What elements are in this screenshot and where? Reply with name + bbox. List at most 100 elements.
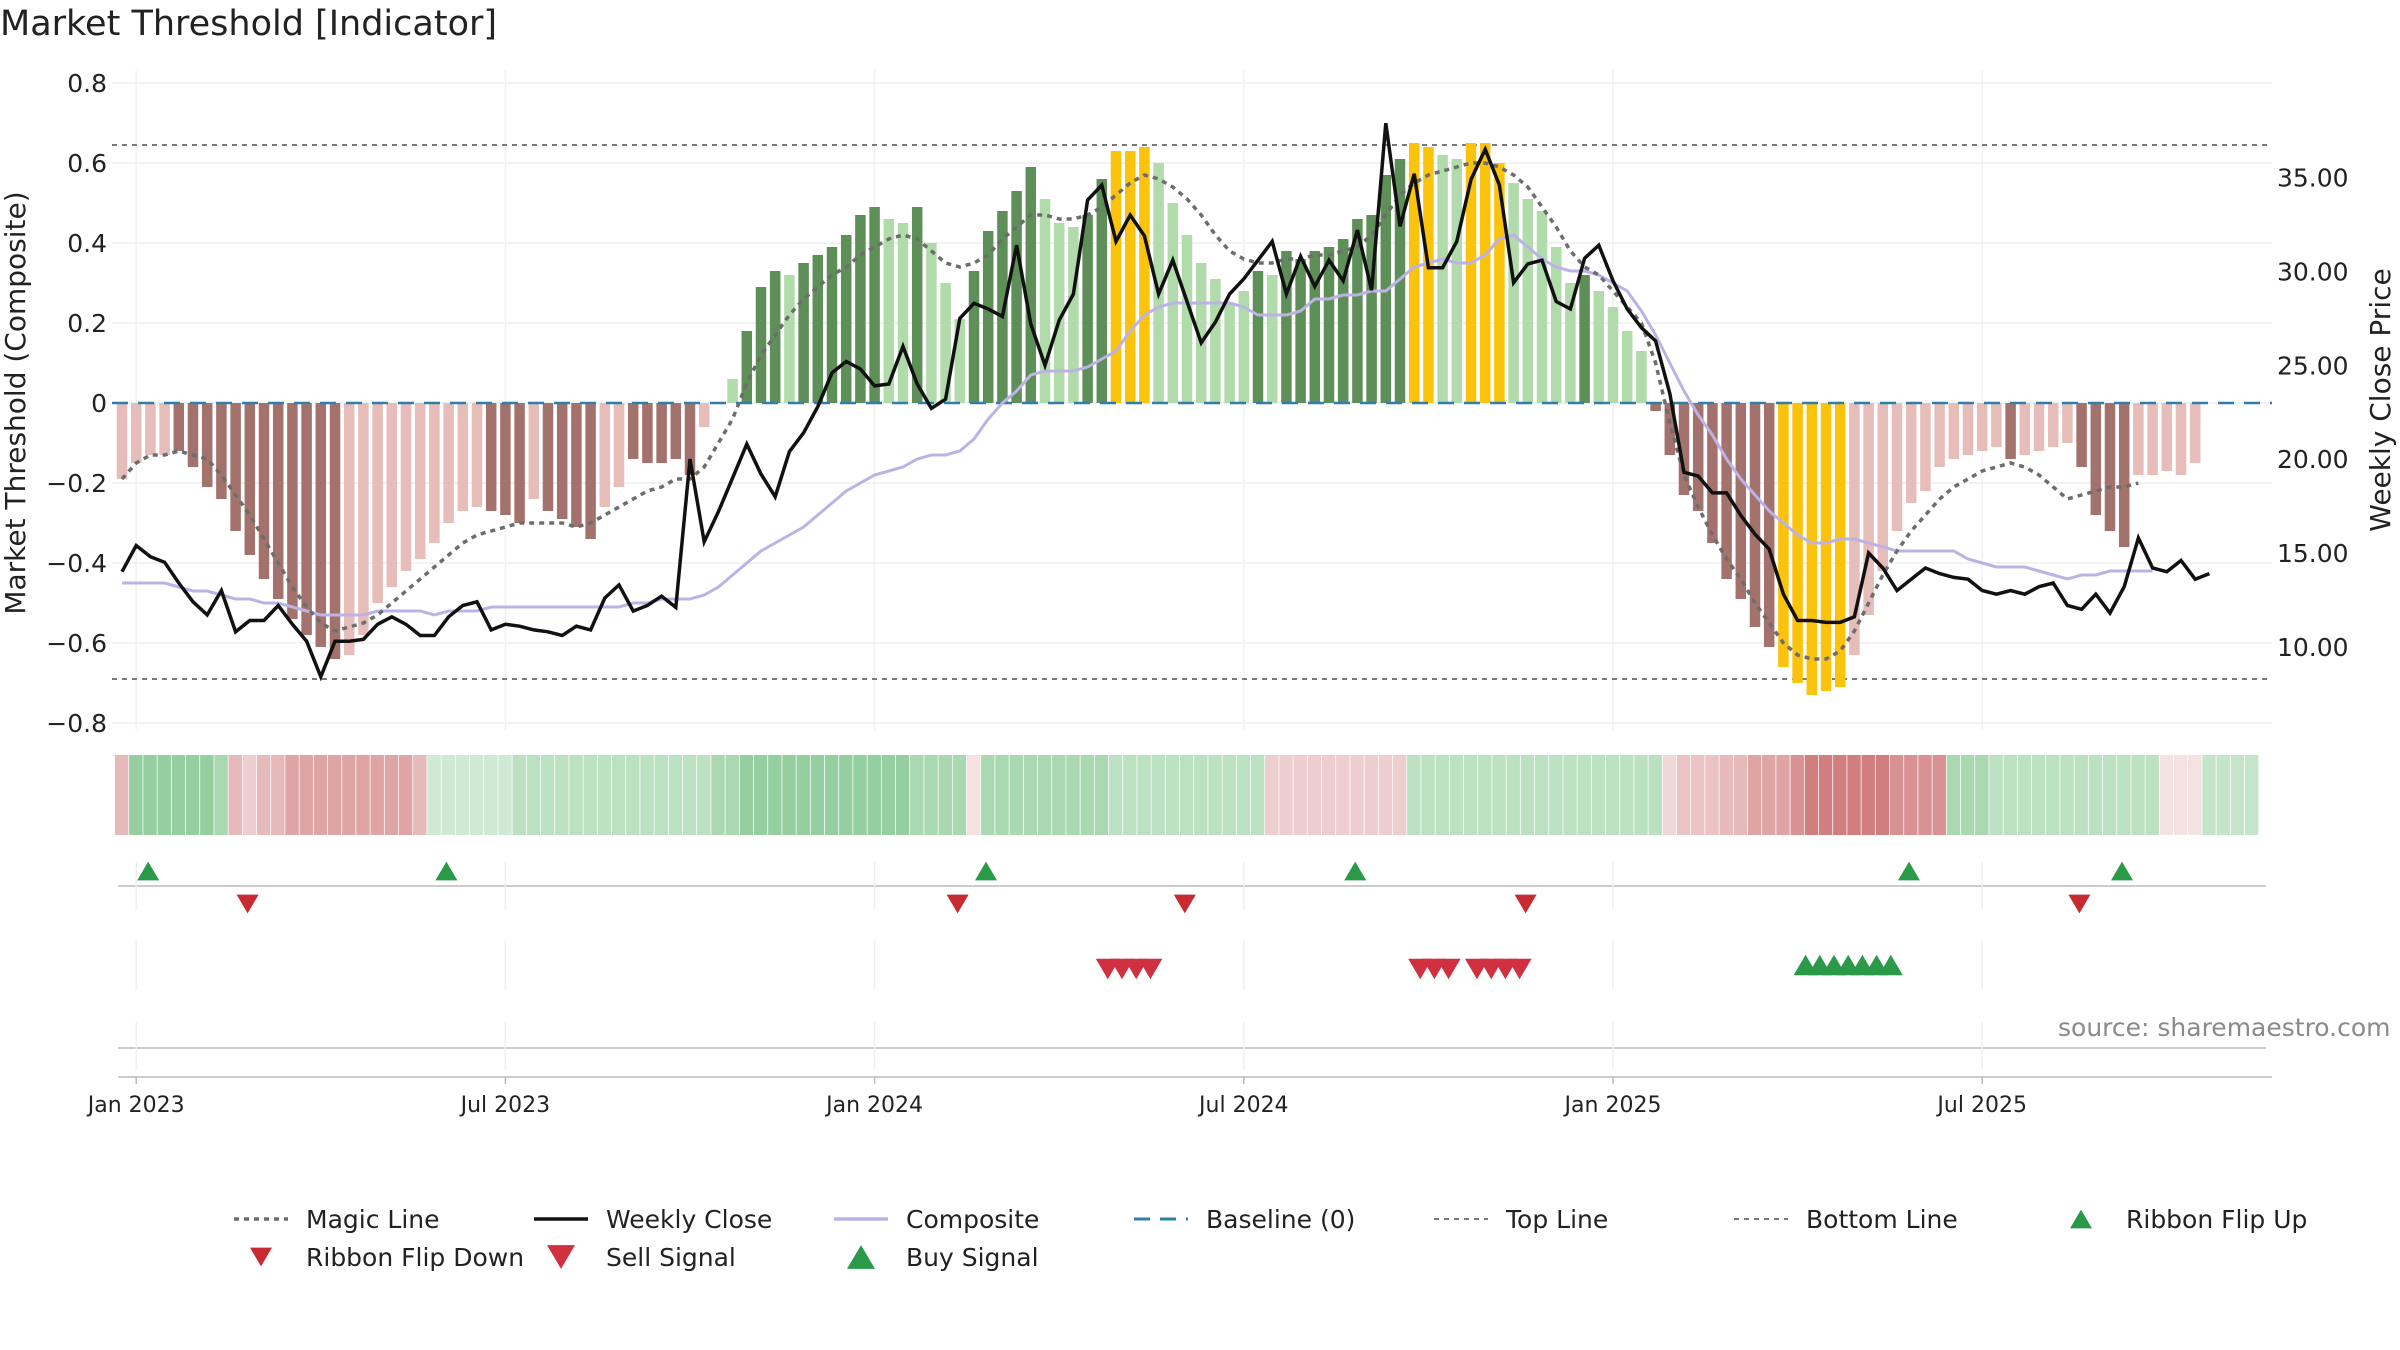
ribbon-cell [853, 755, 868, 835]
composite-bar [883, 219, 895, 403]
ribbon-cell [1875, 755, 1890, 835]
composite-bar [301, 403, 312, 635]
ribbon-cell [1648, 755, 1663, 835]
composite-bar [1962, 403, 1974, 455]
composite-bar [1920, 403, 1931, 491]
ribbon-cell [1662, 755, 1677, 835]
composite-bar [500, 403, 511, 515]
composite-bar [826, 247, 838, 403]
ribbon-flip-up-marker [975, 861, 997, 881]
composite-bar [1082, 215, 1093, 403]
ribbon-cell [1378, 755, 1393, 835]
composite-bar [869, 207, 880, 403]
composite-bar [627, 403, 639, 459]
ribbon-cell [1847, 755, 1862, 835]
legend-item: Magic Line [230, 1200, 440, 1238]
sell-signal-marker [1436, 958, 1461, 980]
ribbon-cell [1407, 755, 1422, 835]
ribbon-cell [1989, 755, 2004, 835]
composite-bar [130, 403, 142, 463]
composite-bar [2161, 403, 2173, 471]
ribbon-cell [2003, 755, 2018, 835]
ribbon-cell [1634, 755, 1649, 835]
ribbon-cell [1336, 755, 1351, 835]
composite-bar [1522, 199, 1534, 403]
ribbon-cell [1321, 755, 1337, 835]
ribbon-cell [839, 755, 854, 835]
composite-bar [1934, 403, 1945, 467]
composite-bar [244, 403, 256, 555]
composite-bar [1039, 199, 1051, 403]
composite-bar [1834, 403, 1846, 687]
composite-bar [514, 403, 525, 523]
ribbon-cell [2159, 755, 2174, 835]
composite-bar [1863, 403, 1874, 615]
composite-bar [1763, 403, 1775, 647]
composite-bar [1820, 403, 1832, 691]
left-tick-label: −0.6 [46, 629, 107, 658]
composite-bar [1124, 151, 1136, 403]
composite-bar [1479, 143, 1491, 403]
sell-signal-marker [1507, 958, 1532, 980]
ribbon-cell [1449, 755, 1464, 835]
ribbon-cell [1520, 755, 1535, 835]
ribbon-cell [1307, 755, 1322, 835]
composite-bar [230, 403, 241, 531]
composite-bar [556, 403, 568, 519]
composite-bar [1110, 151, 1122, 403]
ribbon-cell [782, 755, 797, 835]
ribbon-cell [1946, 755, 1961, 835]
composite-line [122, 233, 2153, 617]
composite-bar [798, 263, 809, 403]
composite-bar [145, 403, 156, 455]
ribbon-cell [1179, 755, 1195, 835]
legend-item: Ribbon Flip Down [230, 1238, 524, 1276]
ribbon-cell [1975, 755, 1990, 835]
composite-bar [613, 403, 625, 487]
ribbon-cell [2145, 755, 2160, 835]
ribbon-cell [398, 755, 414, 835]
composite-bar [727, 379, 738, 403]
composite-bar [1607, 307, 1619, 403]
ribbon-cell [171, 755, 186, 835]
ribbon-flip-up-marker [1898, 861, 1920, 881]
right-tick-label: 10.00 [2277, 633, 2349, 662]
composite-bar [1508, 183, 1519, 403]
composite-bar [272, 403, 284, 599]
ribbon-cell [1392, 755, 1408, 835]
legend-item: Bottom Line [1730, 1200, 1958, 1238]
ribbon-cell [1222, 755, 1237, 835]
ribbon-cell [881, 755, 896, 835]
composite-bar [1068, 227, 1079, 403]
ribbon-flip-down-marker [236, 894, 259, 914]
legend-swatch [250, 1247, 272, 1267]
composite-bar [1380, 175, 1392, 403]
ribbon-cell [1904, 755, 1919, 835]
source-note: source: sharemaestro.com [2058, 1013, 2391, 1042]
composite-bar [1778, 403, 1789, 667]
composite-bar [840, 235, 852, 403]
weekly-close-line [120, 122, 2211, 682]
legend-label: Weekly Close [606, 1204, 773, 1234]
ribbon-cell [1747, 755, 1763, 835]
legend-label: Composite [906, 1204, 1040, 1234]
composite-bar [216, 403, 227, 499]
composite-bar [1721, 403, 1732, 579]
composite-bar [1849, 403, 1860, 655]
ribbon-cell [1137, 755, 1152, 835]
x-tick-label: Jan 2023 [86, 1093, 185, 1118]
composite-bar [1494, 163, 1505, 403]
ribbon-cell [1435, 755, 1450, 835]
ribbon-cell [1577, 755, 1592, 835]
ribbon-cell [526, 755, 541, 835]
composite-bar [1053, 223, 1065, 403]
composite-bar [1976, 403, 1988, 451]
composite-bar [1550, 247, 1562, 403]
ribbon-cell [342, 755, 357, 835]
composite-bar [1465, 143, 1477, 403]
ribbon-cell [2088, 755, 2103, 835]
composite-bar [982, 231, 994, 403]
ribbon-cell [654, 755, 669, 835]
legend-label: Buy Signal [906, 1242, 1039, 1272]
ribbon-cell [540, 755, 556, 835]
